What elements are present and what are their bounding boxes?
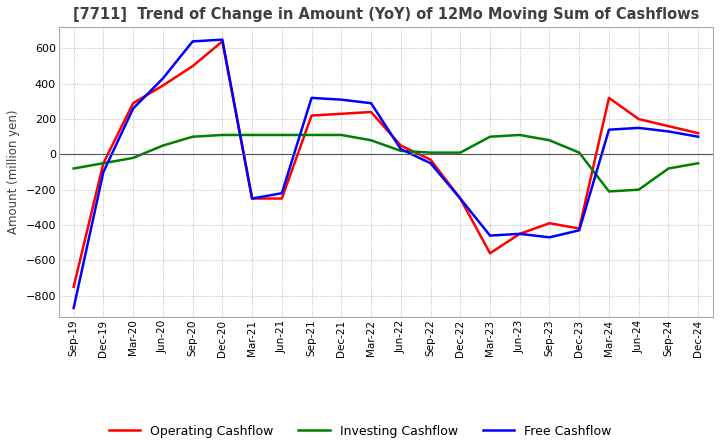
Operating Cashflow bbox=[397, 143, 405, 148]
Investing Cashflow bbox=[426, 150, 435, 155]
Investing Cashflow bbox=[337, 132, 346, 138]
Investing Cashflow bbox=[516, 132, 524, 138]
Line: Free Cashflow: Free Cashflow bbox=[73, 40, 698, 308]
Investing Cashflow bbox=[99, 161, 108, 166]
Investing Cashflow bbox=[218, 132, 227, 138]
Investing Cashflow bbox=[366, 138, 375, 143]
Operating Cashflow bbox=[129, 101, 138, 106]
Free Cashflow bbox=[605, 127, 613, 132]
Free Cashflow bbox=[426, 161, 435, 166]
Free Cashflow bbox=[397, 147, 405, 152]
Operating Cashflow bbox=[69, 284, 78, 290]
Investing Cashflow bbox=[397, 148, 405, 154]
Investing Cashflow bbox=[486, 134, 495, 139]
Investing Cashflow bbox=[605, 189, 613, 194]
Operating Cashflow bbox=[366, 110, 375, 115]
Free Cashflow bbox=[277, 191, 286, 196]
Operating Cashflow bbox=[248, 196, 256, 201]
Operating Cashflow bbox=[277, 196, 286, 201]
Operating Cashflow bbox=[634, 117, 643, 122]
Investing Cashflow bbox=[307, 132, 316, 138]
Operating Cashflow bbox=[575, 226, 583, 231]
Operating Cashflow bbox=[664, 124, 672, 129]
Operating Cashflow bbox=[307, 113, 316, 118]
Free Cashflow bbox=[545, 235, 554, 240]
Operating Cashflow bbox=[158, 83, 167, 88]
Free Cashflow bbox=[69, 305, 78, 311]
Operating Cashflow bbox=[545, 220, 554, 226]
Investing Cashflow bbox=[158, 143, 167, 148]
Free Cashflow bbox=[664, 129, 672, 134]
Free Cashflow bbox=[129, 106, 138, 111]
Investing Cashflow bbox=[545, 138, 554, 143]
Investing Cashflow bbox=[69, 166, 78, 171]
Free Cashflow bbox=[634, 125, 643, 131]
Operating Cashflow bbox=[456, 196, 464, 201]
Free Cashflow bbox=[456, 196, 464, 201]
Free Cashflow bbox=[575, 227, 583, 233]
Free Cashflow bbox=[158, 76, 167, 81]
Title: [7711]  Trend of Change in Amount (YoY) of 12Mo Moving Sum of Cashflows: [7711] Trend of Change in Amount (YoY) o… bbox=[73, 7, 699, 22]
Free Cashflow bbox=[366, 101, 375, 106]
Investing Cashflow bbox=[189, 134, 197, 139]
Investing Cashflow bbox=[664, 166, 672, 171]
Line: Investing Cashflow: Investing Cashflow bbox=[73, 135, 698, 191]
Free Cashflow bbox=[337, 97, 346, 102]
Operating Cashflow bbox=[189, 63, 197, 69]
Operating Cashflow bbox=[605, 95, 613, 100]
Legend: Operating Cashflow, Investing Cashflow, Free Cashflow: Operating Cashflow, Investing Cashflow, … bbox=[104, 420, 616, 440]
Investing Cashflow bbox=[456, 150, 464, 155]
Operating Cashflow bbox=[218, 39, 227, 44]
Investing Cashflow bbox=[248, 132, 256, 138]
Investing Cashflow bbox=[129, 155, 138, 161]
Investing Cashflow bbox=[277, 132, 286, 138]
Operating Cashflow bbox=[694, 131, 703, 136]
Operating Cashflow bbox=[426, 157, 435, 162]
Free Cashflow bbox=[218, 37, 227, 42]
Line: Operating Cashflow: Operating Cashflow bbox=[73, 41, 698, 287]
Operating Cashflow bbox=[99, 161, 108, 166]
Free Cashflow bbox=[99, 169, 108, 175]
Investing Cashflow bbox=[575, 150, 583, 155]
Free Cashflow bbox=[307, 95, 316, 100]
Operating Cashflow bbox=[516, 231, 524, 236]
Free Cashflow bbox=[694, 134, 703, 139]
Free Cashflow bbox=[516, 231, 524, 236]
Investing Cashflow bbox=[634, 187, 643, 192]
Investing Cashflow bbox=[694, 161, 703, 166]
Free Cashflow bbox=[486, 233, 495, 238]
Operating Cashflow bbox=[337, 111, 346, 117]
Free Cashflow bbox=[248, 196, 256, 201]
Operating Cashflow bbox=[486, 251, 495, 256]
Y-axis label: Amount (million yen): Amount (million yen) bbox=[7, 110, 20, 234]
Free Cashflow bbox=[189, 39, 197, 44]
